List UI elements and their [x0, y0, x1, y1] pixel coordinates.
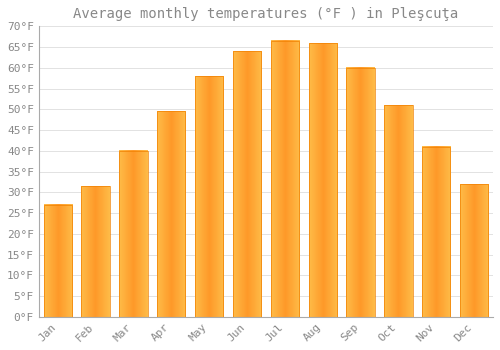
Bar [157, 111, 186, 317]
Bar [422, 147, 450, 317]
Bar [270, 41, 299, 317]
Bar [233, 51, 261, 317]
Bar [82, 186, 110, 317]
Bar [346, 68, 375, 317]
Bar [119, 151, 148, 317]
Bar [460, 184, 488, 317]
Bar [308, 43, 337, 317]
Title: Average monthly temperatures (°F ) in Pleşcuţa: Average monthly temperatures (°F ) in Pl… [74, 7, 458, 21]
Bar [195, 76, 224, 317]
Bar [44, 205, 72, 317]
Bar [384, 105, 412, 317]
